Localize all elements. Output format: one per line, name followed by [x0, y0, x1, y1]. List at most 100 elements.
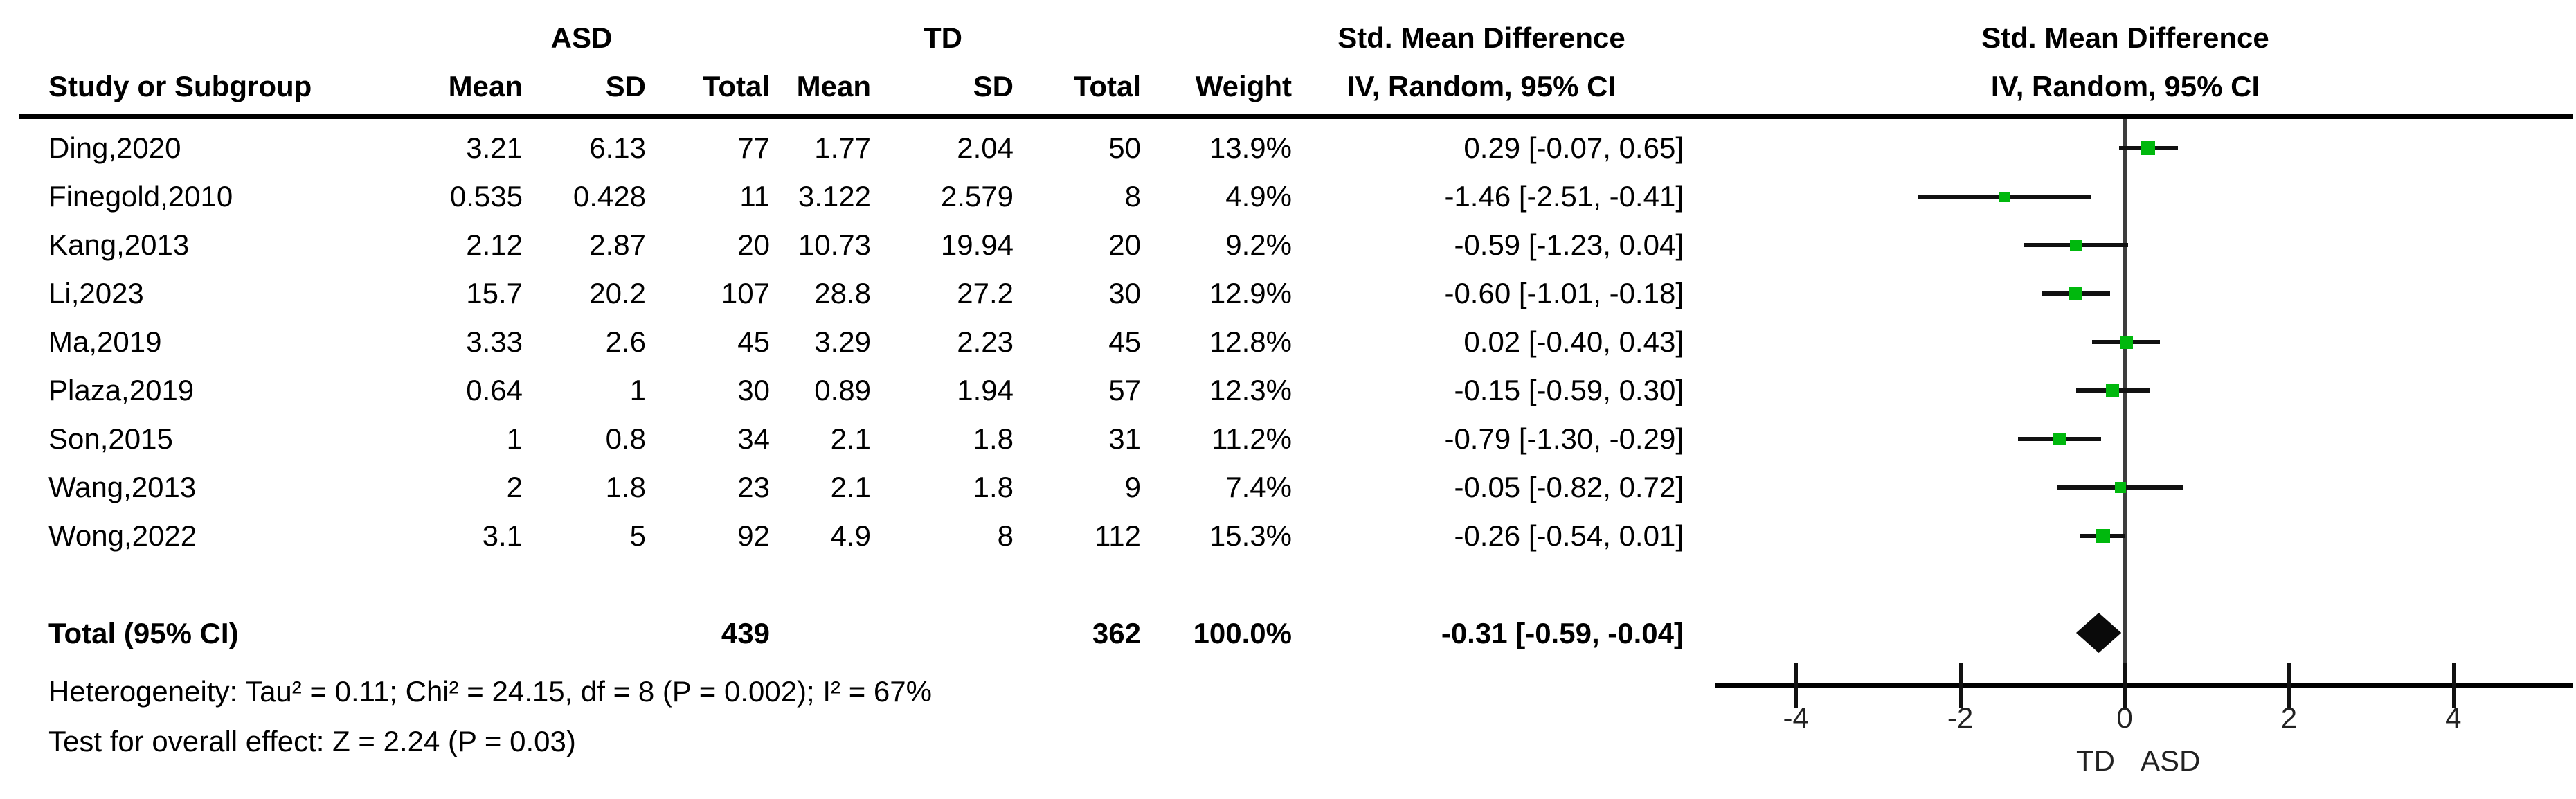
study-weight-cell: 15.3% [1209, 519, 1292, 552]
study-weight-cell: 12.8% [1209, 325, 1292, 358]
study-weight-cell: 12.3% [1209, 374, 1292, 406]
study-td_total-cell: 45 [1108, 325, 1141, 358]
study-ci_text-cell: -0.79 [-1.30, -0.29] [1444, 422, 1684, 455]
study-td_sd-cell: 1.8 [973, 422, 1014, 455]
study-td_total-cell: 50 [1108, 132, 1141, 164]
study-asd_mean-cell: 2 [506, 471, 523, 503]
study-weight-cell: 9.2% [1225, 228, 1292, 261]
study-name-cell: Finegold,2010 [48, 180, 233, 213]
study-weight-cell: 12.9% [1209, 277, 1292, 309]
study-td_sd-cell: 2.04 [957, 132, 1014, 164]
total-weight: 100.0% [1193, 617, 1292, 649]
zero-reference-line [2123, 119, 2127, 684]
study-td_mean-cell: 4.9 [830, 519, 871, 552]
study-name-cell: Plaza,2019 [48, 374, 195, 406]
header-rule [19, 114, 2573, 119]
plot-title: Std. Mean Difference [1981, 21, 2269, 54]
total-td-n: 362 [1092, 617, 1141, 649]
x-axis-tick [1958, 663, 1963, 708]
study-asd_sd-cell: 20.2 [589, 277, 646, 309]
effect-square-marker [2119, 335, 2133, 349]
study-name-cell: Ding,2020 [48, 132, 181, 164]
pooled-effect-diamond [2075, 613, 2122, 653]
axis-label-left: TD [2076, 744, 2115, 777]
study-td_mean-cell: 2.1 [830, 422, 871, 455]
x-axis-tick [2287, 663, 2291, 708]
study-asd_total-cell: 45 [737, 325, 770, 358]
x-axis-tick [2451, 663, 2456, 708]
col-header-td-sd: SD [973, 70, 1014, 102]
x-axis-line [1715, 683, 2573, 688]
study-name-cell: Ma,2019 [48, 325, 162, 358]
study-weight-cell: 7.4% [1225, 471, 1292, 503]
study-td_sd-cell: 8 [997, 519, 1014, 552]
study-asd_total-cell: 107 [721, 277, 770, 309]
study-td_mean-cell: 1.77 [814, 132, 871, 164]
axis-label-right: ASD [2141, 744, 2201, 777]
study-asd_sd-cell: 1 [629, 374, 646, 406]
study-name-cell: Wang,2013 [48, 471, 197, 503]
study-asd_mean-cell: 3.1 [482, 519, 523, 552]
study-asd_total-cell: 34 [737, 422, 770, 455]
study-ci_text-cell: -1.46 [-2.51, -0.41] [1444, 180, 1684, 213]
study-td_sd-cell: 27.2 [957, 277, 1014, 309]
study-asd_total-cell: 77 [737, 132, 770, 164]
x-axis-tick-label: 0 [2116, 701, 2133, 734]
study-asd_mean-cell: 15.7 [466, 277, 523, 309]
study-ci_text-cell: 0.29 [-0.07, 0.65] [1463, 132, 1684, 164]
x-axis-tick-label: -2 [1947, 701, 1974, 734]
study-asd_sd-cell: 1.8 [605, 471, 646, 503]
x-axis-tick-label: 4 [2445, 701, 2462, 734]
study-asd_mean-cell: 1 [506, 422, 523, 455]
study-ci_text-cell: -0.26 [-0.54, 0.01] [1454, 519, 1684, 552]
study-asd_total-cell: 20 [737, 228, 770, 261]
x-axis-tick-label: 2 [2280, 701, 2298, 734]
effect-square-marker [2115, 482, 2127, 493]
study-td_total-cell: 30 [1108, 277, 1141, 309]
col-header-effect-sub: IV, Random, 95% CI [1346, 70, 1616, 102]
study-asd_sd-cell: 6.13 [589, 132, 646, 164]
study-td_mean-cell: 3.29 [814, 325, 871, 358]
study-asd_total-cell: 92 [737, 519, 770, 552]
group-header-td: TD [924, 21, 962, 54]
effect-square-marker [2070, 239, 2082, 251]
study-ci_text-cell: -0.15 [-0.59, 0.30] [1454, 374, 1684, 406]
study-td_mean-cell: 10.73 [798, 228, 871, 261]
study-td_total-cell: 9 [1124, 471, 1141, 503]
study-name-cell: Kang,2013 [48, 228, 190, 261]
study-asd_mean-cell: 2.12 [466, 228, 523, 261]
study-ci_text-cell: 0.02 [-0.40, 0.43] [1463, 325, 1684, 358]
study-td_total-cell: 57 [1108, 374, 1141, 406]
study-weight-cell: 11.2% [1212, 422, 1292, 455]
col-header-td-total: Total [1073, 70, 1141, 102]
effect-square-marker [2105, 384, 2119, 397]
effect-square-marker [2096, 529, 2111, 543]
col-header-asd-total: Total [702, 70, 770, 102]
col-header-study: Study or Subgroup [48, 70, 312, 102]
study-td_sd-cell: 2.23 [957, 325, 1014, 358]
total-row-label: Total (95% CI) [48, 617, 239, 649]
study-asd_sd-cell: 5 [629, 519, 646, 552]
col-header-weight: Weight [1195, 70, 1292, 102]
study-asd_mean-cell: 0.535 [449, 180, 523, 213]
total-asd-n: 439 [721, 617, 770, 649]
study-td_mean-cell: 2.1 [830, 471, 871, 503]
study-ci_text-cell: -0.05 [-0.82, 0.72] [1454, 471, 1684, 503]
study-name-cell: Wong,2022 [48, 519, 197, 552]
study-ci_text-cell: -0.60 [-1.01, -0.18] [1444, 277, 1684, 309]
study-asd_sd-cell: 0.428 [573, 180, 646, 213]
study-asd_sd-cell: 2.87 [589, 228, 646, 261]
plot-subtitle: IV, Random, 95% CI [1990, 70, 2260, 102]
study-td_total-cell: 31 [1108, 422, 1141, 455]
study-asd_mean-cell: 0.64 [466, 374, 523, 406]
study-weight-cell: 13.9% [1209, 132, 1292, 164]
col-header-asd-mean: Mean [448, 70, 523, 102]
study-asd_sd-cell: 2.6 [605, 325, 646, 358]
study-ci_text-cell: -0.59 [-1.23, 0.04] [1454, 228, 1684, 261]
study-td_sd-cell: 1.94 [957, 374, 1014, 406]
study-name-cell: Li,2023 [48, 277, 144, 309]
overall-effect-note: Test for overall effect: Z = 2.24 (P = 0… [48, 725, 576, 757]
heterogeneity-note: Heterogeneity: Tau² = 0.11; Chi² = 24.15… [48, 675, 932, 708]
col-header-asd-sd: SD [605, 70, 646, 102]
